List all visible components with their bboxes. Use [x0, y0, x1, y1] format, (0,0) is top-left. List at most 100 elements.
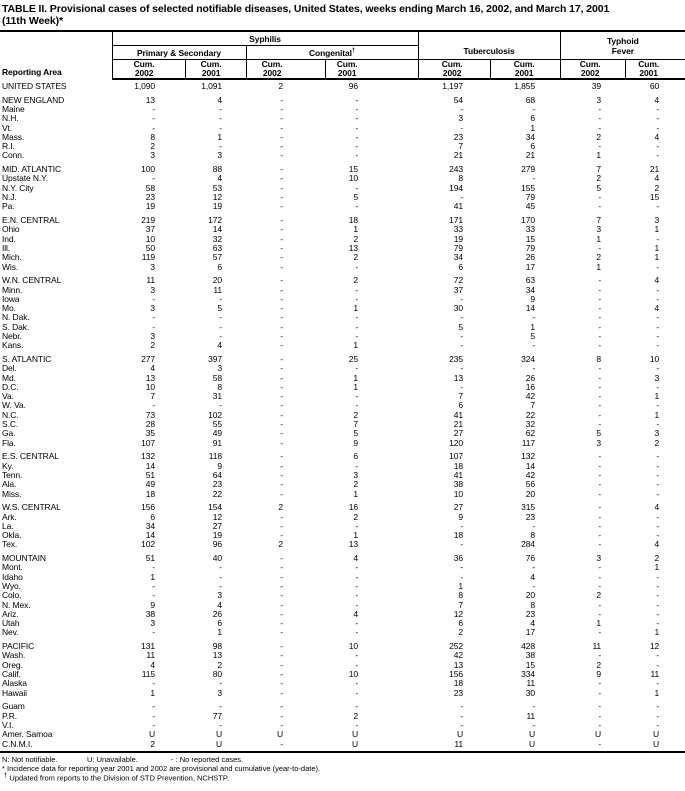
value-cell: - — [219, 720, 222, 730]
value-cell: - — [152, 591, 155, 601]
value-cell: 7 — [353, 420, 359, 430]
value-cell: - — [355, 183, 359, 193]
value-cell: 2 — [654, 438, 660, 448]
value-cell: - — [280, 392, 283, 402]
value-cell: - — [656, 531, 660, 541]
value-cell: 284 — [521, 540, 536, 550]
value-cell: 11 — [592, 641, 602, 652]
value-cell: 34 — [453, 253, 464, 263]
value-cell: U — [653, 730, 660, 740]
reporting-area-cell: Tex. — [2, 540, 18, 550]
value-cell: - — [280, 331, 283, 341]
value-cell: 4 — [217, 600, 222, 610]
value-cell: - — [219, 581, 222, 591]
value-cell: 5 — [353, 429, 359, 439]
reporting-area-cell: W.N. CENTRAL — [2, 275, 62, 286]
value-cell: - — [355, 563, 359, 573]
value-cell: - — [280, 591, 283, 601]
value-cell: - — [598, 275, 602, 286]
value-cell: 3 — [353, 470, 359, 480]
reporting-area-cell: Miss. — [2, 489, 22, 499]
value-cell: - — [460, 123, 464, 133]
value-cell: 2 — [353, 410, 359, 420]
value-cell: - — [219, 563, 222, 573]
table-row: Del. 4 3 - - - - - - — [0, 364, 685, 373]
value-cell: 2 — [596, 253, 602, 263]
value-cell: 5 — [596, 429, 602, 439]
value-cell: - — [280, 243, 283, 253]
value-cell: 4 — [353, 609, 359, 619]
value-cell: 37 — [145, 225, 155, 235]
value-cell: - — [656, 123, 660, 133]
value-cell: - — [280, 225, 283, 235]
table-row: Alaska - - - - 18 11 - - — [0, 679, 685, 688]
value-cell: - — [598, 600, 602, 610]
value-cell: - — [656, 202, 660, 212]
value-cell: 119 — [141, 253, 155, 263]
value-cell: 100 — [141, 164, 155, 175]
table-row: Pa. 19 19 - - 41 45 - - — [0, 202, 685, 211]
value-cell: 38 — [145, 609, 155, 619]
value-cell: - — [355, 392, 359, 402]
value-cell: 279 — [521, 164, 536, 175]
value-cell: - — [280, 364, 283, 374]
value-cell: 1 — [150, 688, 155, 698]
value-cell: 1 — [353, 531, 359, 541]
value-cell: 10 — [649, 353, 660, 364]
value-cell: 11 — [418, 739, 491, 753]
ps-cum-2002-header: Cum. 2002 — [111, 59, 185, 80]
value-cell: 98 — [212, 641, 222, 652]
value-cell: 9 — [530, 294, 536, 304]
legend-no-reported-cases: - : No reported cases. — [171, 755, 244, 764]
value-cell: 45 — [525, 202, 536, 212]
table-title-line1: TABLE II. Provisional cases of selected … — [2, 3, 610, 15]
value-cell: 4 — [654, 174, 660, 184]
value-cell: 7 — [530, 401, 536, 411]
value-cell: - — [460, 572, 464, 582]
value-cell: 79 — [525, 243, 536, 253]
value-cell: - — [656, 461, 660, 471]
table-row: Mont. - - - - - - - 1 — [0, 563, 685, 572]
legend-row: N: Not notifiable. U: Unavailable. - : No … — [2, 755, 243, 764]
value-cell: 1 — [596, 151, 602, 161]
value-cell: 5 — [217, 304, 222, 314]
value-cell: 3 — [150, 331, 155, 341]
value-cell: 4 — [150, 364, 155, 374]
value-cell: - — [246, 739, 325, 753]
value-cell: - — [460, 313, 464, 323]
value-cell: 73 — [145, 410, 155, 420]
reporting-area-cell: Mo. — [2, 304, 16, 314]
value-cell: - — [656, 660, 660, 670]
value-cell: 6 — [353, 451, 359, 462]
value-cell: 77 — [212, 711, 222, 721]
reporting-area-cell: Guam — [2, 701, 25, 712]
value-cell: - — [532, 563, 536, 573]
value-cell: - — [656, 581, 660, 591]
value-cell: 62 — [525, 429, 536, 439]
value-cell: 91 — [212, 438, 222, 448]
value-cell: - — [152, 114, 155, 124]
reporting-area-cell: Upstate N.Y. — [2, 174, 48, 184]
value-cell: - — [280, 234, 283, 244]
value-cell: - — [656, 489, 660, 499]
table-row: N.H. - - - - 3 6 - - — [0, 114, 685, 123]
value-cell: 17 — [525, 262, 536, 272]
value-cell: - — [656, 720, 660, 730]
reporting-area-cell: La. — [2, 521, 14, 531]
typhoid-cum-2002-header: Cum. 2002 — [559, 59, 626, 80]
value-cell: 6 — [150, 512, 155, 522]
value-cell: - — [598, 628, 602, 638]
value-cell: - — [280, 164, 283, 175]
value-cell: 41 — [453, 470, 464, 480]
value-cell: - — [280, 701, 283, 712]
value-cell: - — [598, 382, 602, 392]
value-cell: 9 — [217, 461, 222, 471]
legend-not-notifiable: N: Not notifiable. — [2, 755, 58, 764]
value-cell: - — [355, 660, 359, 670]
value-cell: - — [280, 142, 283, 152]
value-cell: 156 — [449, 670, 464, 680]
value-cell: 4 — [654, 275, 660, 286]
value-cell: - — [598, 470, 602, 480]
value-cell: 55 — [212, 420, 222, 430]
table-row: N.Y. City 58 53 - - 194 155 5 2 — [0, 184, 685, 193]
